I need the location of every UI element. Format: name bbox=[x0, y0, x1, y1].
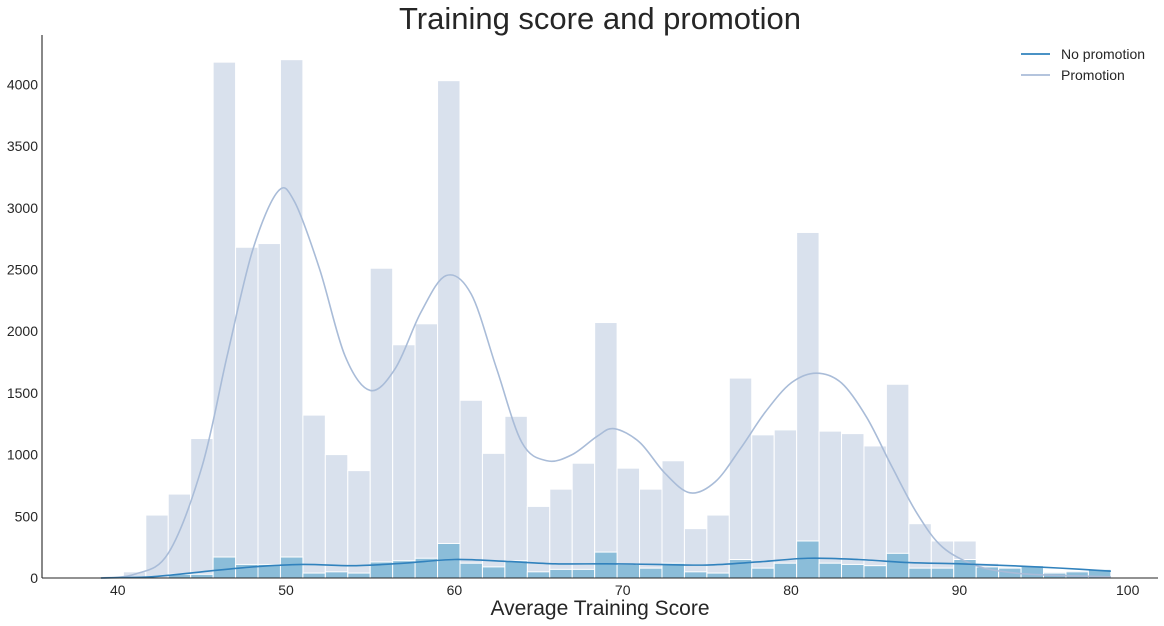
no-promotion-bar bbox=[841, 433, 865, 579]
no-promotion-bars bbox=[122, 59, 1112, 579]
y-tick-label: 3000 bbox=[7, 200, 38, 216]
legend: No promotion Promotion bbox=[1021, 46, 1145, 83]
promotion-bar bbox=[863, 565, 887, 579]
x-tick-label: 70 bbox=[615, 582, 631, 598]
no-promotion-bar bbox=[392, 344, 416, 579]
no-promotion-bar bbox=[706, 514, 730, 579]
no-promotion-bar bbox=[661, 460, 685, 579]
promotion-kde-line bbox=[100, 557, 1111, 579]
no-promotion-bar bbox=[885, 383, 910, 579]
no-promotion-bar bbox=[347, 470, 371, 579]
no-promotion-bar bbox=[796, 231, 820, 579]
no-promotion-bar bbox=[437, 80, 461, 579]
axes bbox=[41, 35, 1158, 579]
promotion-bar bbox=[1065, 571, 1089, 579]
promotion-bar bbox=[683, 571, 708, 579]
legend-label-no-promotion: No promotion bbox=[1061, 46, 1145, 62]
no-promotion-kde-line bbox=[100, 187, 1111, 579]
kde-lines bbox=[100, 187, 1111, 579]
y-tick-label: 4000 bbox=[7, 76, 38, 92]
y-tick-label: 3500 bbox=[7, 138, 38, 154]
no-promotion-bar bbox=[279, 59, 304, 579]
y-tick-label: 1500 bbox=[7, 385, 38, 401]
no-promotion-bar bbox=[212, 61, 237, 579]
no-promotion-bar bbox=[683, 528, 708, 579]
no-promotion-bar bbox=[167, 493, 192, 579]
no-promotion-bar bbox=[324, 454, 349, 579]
promotion-bar bbox=[706, 572, 730, 579]
promotion-bar bbox=[796, 540, 820, 579]
x-tick-label: 60 bbox=[447, 582, 463, 598]
y-tick-label: 500 bbox=[15, 508, 39, 524]
chart-title: Training score and promotion bbox=[399, 1, 801, 36]
promotion-bar bbox=[930, 567, 955, 579]
y-tick-label: 2500 bbox=[7, 261, 38, 277]
y-tick-label: 0 bbox=[30, 570, 38, 586]
x-axis-label: Average Training Score bbox=[490, 597, 709, 620]
y-ticks: 0 500 1000 1500 2000 2500 3000 3500 4000 bbox=[7, 76, 38, 586]
promotion-bar bbox=[459, 562, 483, 579]
no-promotion-bar bbox=[190, 438, 214, 579]
promotion-bar bbox=[302, 572, 326, 579]
promotion-bar bbox=[481, 566, 506, 579]
promotion-bar bbox=[908, 567, 932, 579]
promotion-bar bbox=[324, 571, 349, 579]
promotion-bar bbox=[818, 562, 843, 579]
no-promotion-bar bbox=[728, 377, 753, 579]
promotion-bar bbox=[212, 556, 237, 579]
promotion-bar bbox=[773, 562, 798, 579]
no-promotion-bar bbox=[369, 267, 394, 579]
no-promotion-bar bbox=[751, 434, 775, 579]
promotion-bar bbox=[347, 572, 371, 579]
x-tick-label: 50 bbox=[278, 582, 294, 598]
no-promotion-bar bbox=[571, 462, 596, 579]
promotion-bar bbox=[616, 563, 641, 579]
promotion-bar bbox=[549, 568, 573, 579]
x-tick-label: 90 bbox=[952, 582, 968, 598]
no-promotion-bar bbox=[616, 467, 641, 579]
no-promotion-bar bbox=[302, 414, 326, 579]
no-promotion-bar bbox=[145, 514, 169, 579]
no-promotion-bar bbox=[481, 452, 506, 579]
no-promotion-bar bbox=[257, 243, 281, 579]
no-promotion-bar bbox=[459, 399, 483, 579]
no-promotion-bar bbox=[594, 322, 618, 579]
no-promotion-bar bbox=[504, 415, 528, 579]
x-tick-label: 100 bbox=[1116, 582, 1140, 598]
promotion-bar bbox=[953, 558, 977, 579]
promotion-bar bbox=[571, 568, 596, 579]
no-promotion-bar bbox=[863, 445, 887, 579]
promotion-bar bbox=[526, 571, 551, 579]
promotion-bar bbox=[639, 567, 663, 579]
x-ticks: 40 50 60 70 80 90 100 bbox=[110, 582, 1140, 598]
legend-label-promotion: Promotion bbox=[1061, 67, 1125, 83]
promotion-bar bbox=[885, 552, 910, 579]
y-tick-label: 2000 bbox=[7, 323, 38, 339]
no-promotion-bar bbox=[414, 323, 439, 579]
promotion-bar bbox=[841, 563, 865, 579]
y-tick-label: 1000 bbox=[7, 447, 38, 463]
no-promotion-bar bbox=[235, 246, 259, 579]
promotion-bar bbox=[279, 556, 304, 579]
promotion-bar bbox=[190, 573, 214, 579]
no-promotion-bar bbox=[818, 430, 843, 579]
x-tick-label: 80 bbox=[783, 582, 799, 598]
x-tick-label: 40 bbox=[110, 582, 126, 598]
promotion-bar bbox=[594, 551, 618, 579]
promotion-bar bbox=[751, 567, 775, 579]
no-promotion-bar bbox=[526, 505, 551, 579]
promotion-bar bbox=[504, 560, 528, 579]
no-promotion-bar bbox=[773, 429, 798, 579]
